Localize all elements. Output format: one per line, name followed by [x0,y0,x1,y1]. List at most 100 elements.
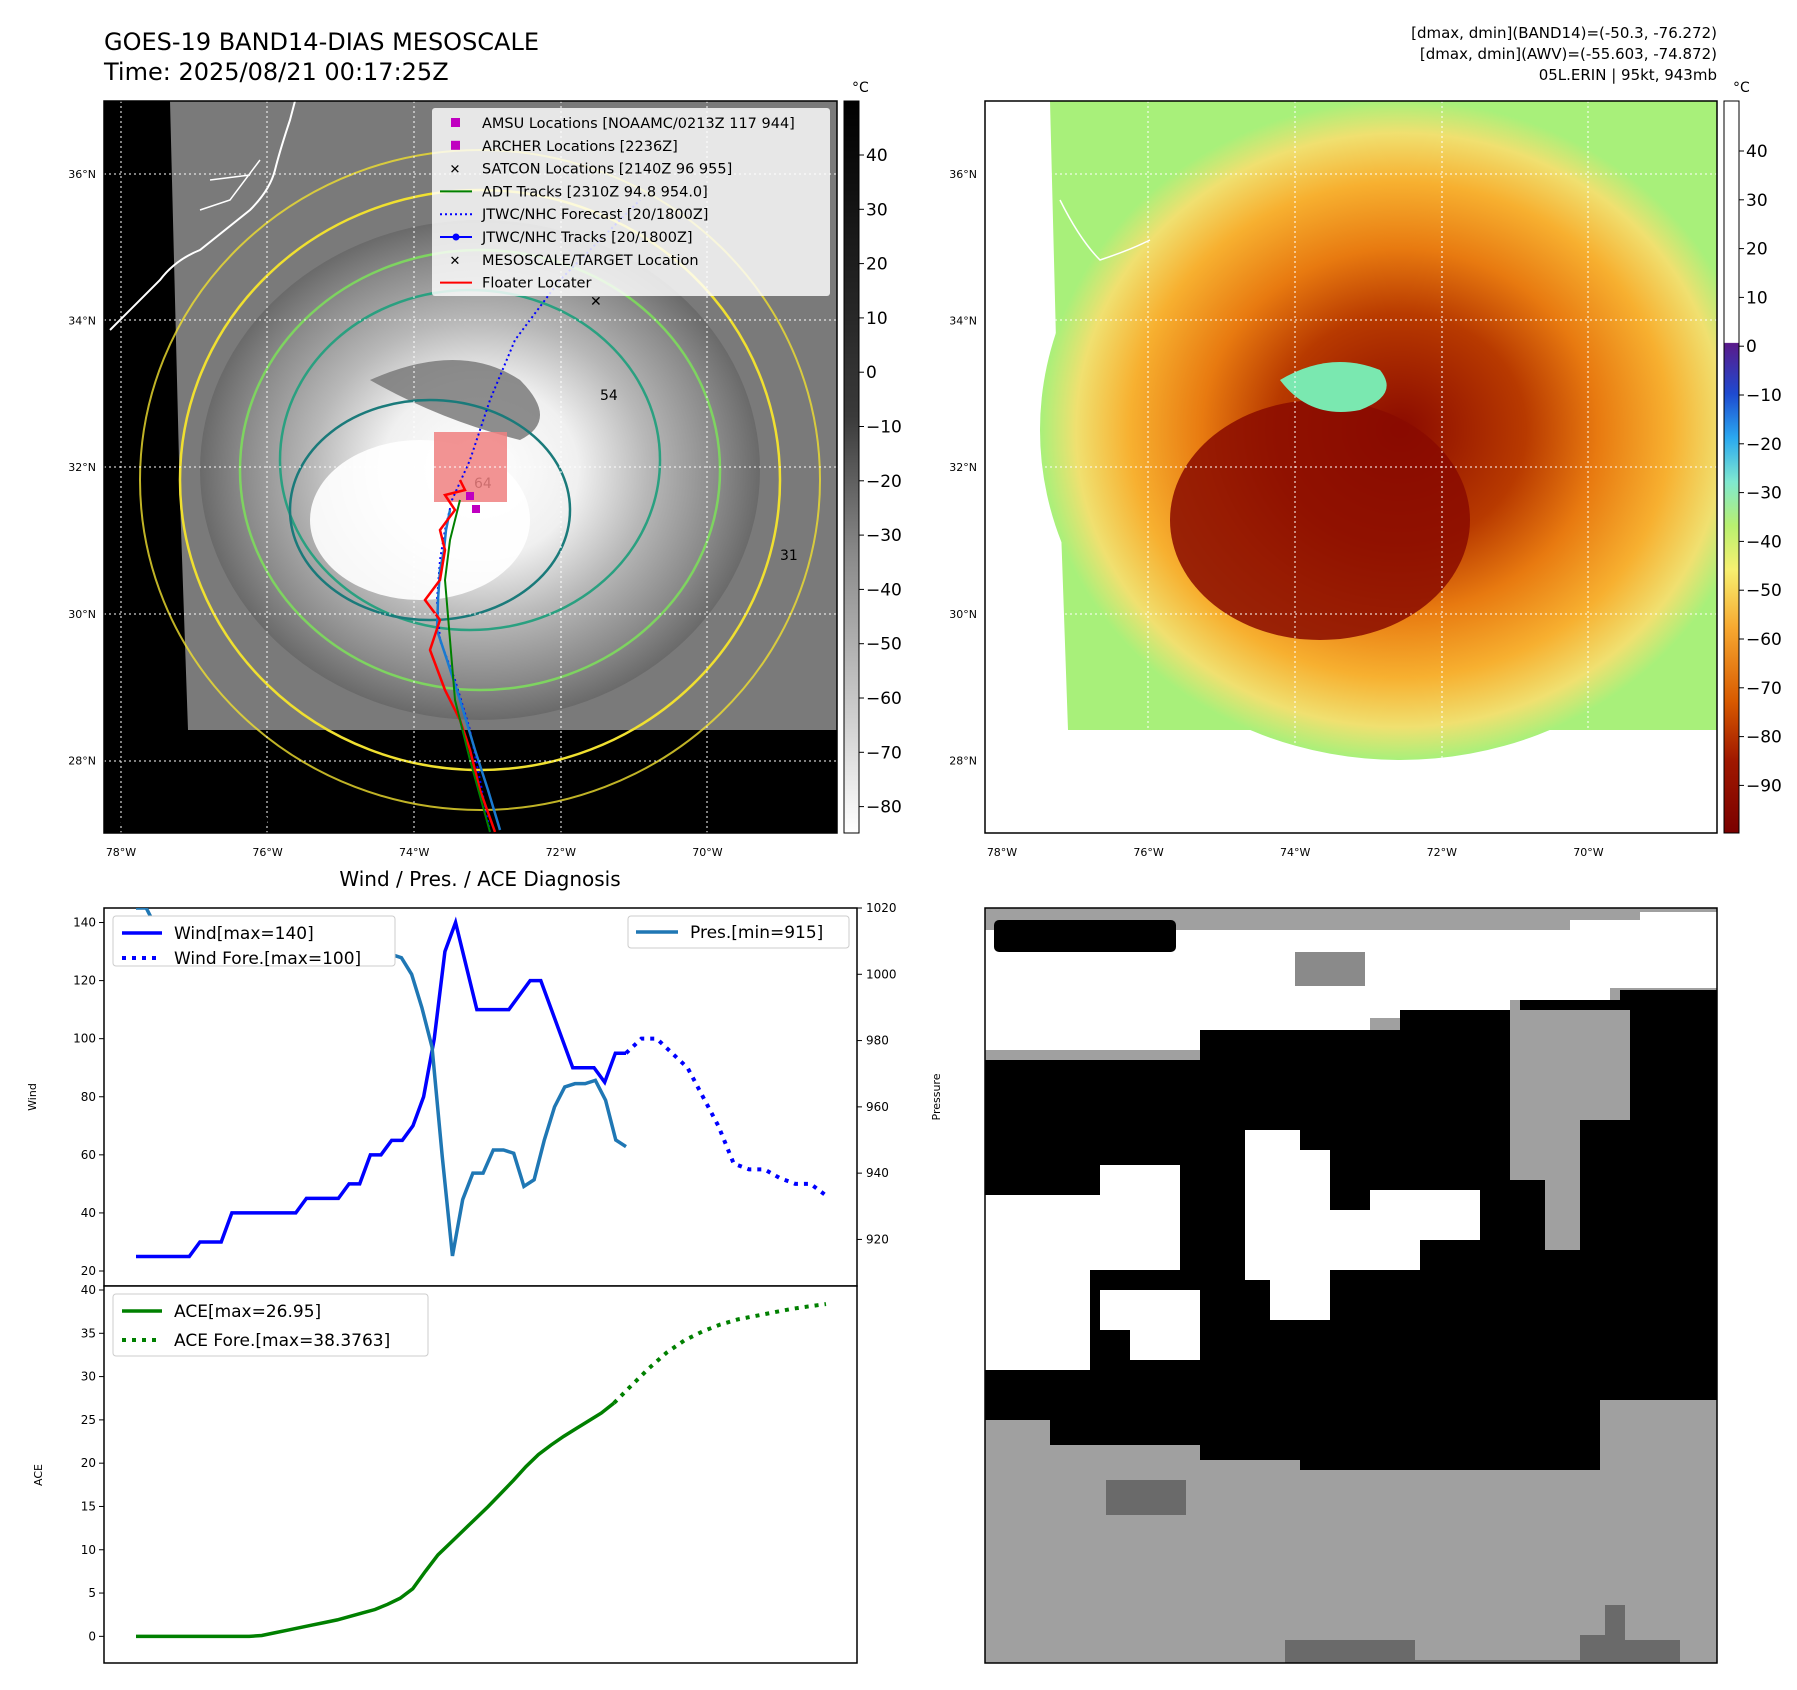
lat-tick-label: 34°N [949,315,977,328]
ace-tick-label: 30 [81,1370,96,1384]
ir-cbar-tick-label: −30 [866,526,902,546]
wv-cbar-tick-label: −90 [1746,776,1782,796]
wv-cbar-tick-label: −80 [1746,728,1782,748]
awv-range: [dmax, dmin](AWV)=(-55.603, -74.872) [1420,45,1717,63]
ace-legend-label: ACE[max=26.95] [174,1302,321,1322]
wv-cbar-tick-label: −20 [1746,435,1782,455]
lon-tick-label: 74°W [399,846,429,859]
floater-locater-track [423,479,497,833]
ace-fore-legend-label: ACE Fore.[max=38.3763] [174,1331,390,1351]
ace-legend-box [112,1293,429,1357]
lon-tick-label: 76°W [252,846,282,859]
wv-cbar-tick-label: 20 [1746,240,1768,260]
ir-lat-ticks: 36°N 34°N 32°N 30°N 28°N [68,168,96,767]
wmg-count-badge [994,920,1176,952]
ace-tick-label: 25 [81,1413,96,1427]
wind-legend-box [112,915,396,967]
lat-tick-label: 30°N [68,608,96,621]
wind-forecast-line [624,1036,828,1198]
wv-panel: °C 403020100−10−20−30−40−50−60−70−80−90 … [949,80,1782,859]
wind-tick-label: 100 [73,1032,96,1046]
wind-line [136,916,626,1259]
lat-tick-label: 36°N [949,168,977,181]
wv-cold-core [1170,400,1470,640]
lat-tick-label: 32°N [949,461,977,474]
copyright: Copyright © 2020-2025 Dapiya [108,811,387,830]
legend-label: SATCON Locations [2140Z 96 955] [482,162,732,178]
pressure-tick-label: 940 [866,1166,889,1180]
legend-label: ARCHER Locations [2236Z] [482,139,678,155]
wmg-panel: WMG Count: 0 [984,907,1718,1664]
wmg-gray-patch [1295,952,1365,986]
wv-colorbar [1723,100,1740,834]
wmg-dark-patch [1106,1480,1186,1515]
lat-tick-label: 30°N [949,608,977,621]
wv-dry-slot [1280,362,1387,412]
pressure-y-ticks: 920 940 960 980 1000 1020 [857,901,897,1246]
figure-timestamp: Time: 2025/08/21 00:17:25Z [103,58,449,86]
wv-lon-ticks: 78°W 76°W 74°W 72°W 70°W [987,846,1604,859]
wmg-gray-intrusion [1510,1010,1630,1250]
legend-items: AMSU Locations [NOAAMC/0213Z 117 944] ARC… [440,116,795,292]
wind-pressure-plot: Wind Pressure 20 40 60 80 100 120 140 920 940 96… [26,901,943,1287]
ace-tick-label: 0 [88,1629,96,1643]
wv-colorbar-unit: °C [1733,80,1750,96]
amsu-location [466,492,474,500]
coastline [109,101,296,331]
lon-tick-label: 78°W [106,846,136,859]
ir-cbar-tick-label: −40 [866,580,902,600]
coastline-sounds [199,159,261,211]
ir-cbar-tick-label: −20 [866,472,902,492]
ace-series [136,1302,827,1639]
target-marker: ✕ [590,294,602,310]
wind-legend: Wind[max=140] Wind Fore.[max=100] [112,915,396,969]
legend-label: JTWC/NHC Forecast [20/1800Z] [481,207,708,223]
ace-y-ticks: 0 5 10 15 20 25 30 35 40 [81,1283,104,1643]
wind-y-ticks: 20 40 60 80 100 120 140 [73,916,104,1278]
wv-cbar-tick-label: −50 [1746,581,1782,601]
ir-cbar-tick-label: −60 [866,689,902,709]
contour-64 [288,398,572,622]
legend-marker-dot [452,233,460,241]
ir-cbar-tick-label: −10 [866,418,902,438]
wv-cbar-tick-label: 40 [1746,142,1768,162]
wv-coastline [1059,199,1151,261]
archer-location [472,505,480,513]
ace-tick-label: 40 [81,1283,96,1297]
adt-track [443,499,491,833]
contour-label-31: 31 [780,548,798,564]
storm-info: 05L.ERIN | 95kt, 943mb [1539,66,1717,84]
ir-cbar-tick-label: −50 [866,635,902,655]
diagnosis-title: Wind / Pres. / ACE Diagnosis [339,867,620,891]
lon-tick-label: 70°W [692,846,722,859]
legend-label: JTWC/NHC Tracks [20/1800Z] [481,230,693,246]
ir-dry-slot [370,360,540,440]
lon-tick-label: 78°W [987,846,1017,859]
wind-tick-label: 40 [81,1206,96,1220]
wmg-white-patch-right [1370,1190,1480,1270]
band14-range: [dmax, dmin](BAND14)=(-50.3, -76.272) [1411,24,1717,42]
ace-tick-label: 20 [81,1456,96,1470]
lon-tick-label: 72°W [1427,846,1457,859]
wv-gridlines [985,101,1717,833]
pressure-tick-label: 920 [866,1232,889,1246]
ir-panel: 54 64 31 ✕ [68,80,902,859]
wmg-dark-bottom [1285,1605,1680,1663]
ir-cbar-tick-label: −80 [866,798,902,818]
legend-label: ADT Tracks [2310Z 94.8 954.0] [482,184,708,200]
wind-legend-label: Wind[max=140] [174,924,314,944]
wmg-white-patch-center [1245,1130,1420,1320]
ir-cbar-tick-label: 0 [866,363,877,383]
ace-plot: ACE 0 5 10 15 20 25 30 35 40 ACE[max=26.95] ACE F… [32,1283,858,1664]
lat-tick-label: 28°N [949,754,977,767]
wv-cbar-tick-label: −40 [1746,532,1782,552]
ir-cbar-tick-label: 20 [866,255,888,275]
pressure-legend-label: Pres.[min=915] [690,923,823,943]
wind-tick-label: 140 [73,916,96,930]
ir-frame [103,100,838,834]
wv-colorbar-ticks: 40 30 20 10 0 −10 −20 −30 −40 −50 −60 −70 −80 −90 [1739,142,1782,796]
ir-lon-ticks: 78°W 76°W 74°W 72°W 70°W [106,846,723,859]
legend-label: Floater Locater [482,276,591,292]
legend-marker [451,118,460,127]
